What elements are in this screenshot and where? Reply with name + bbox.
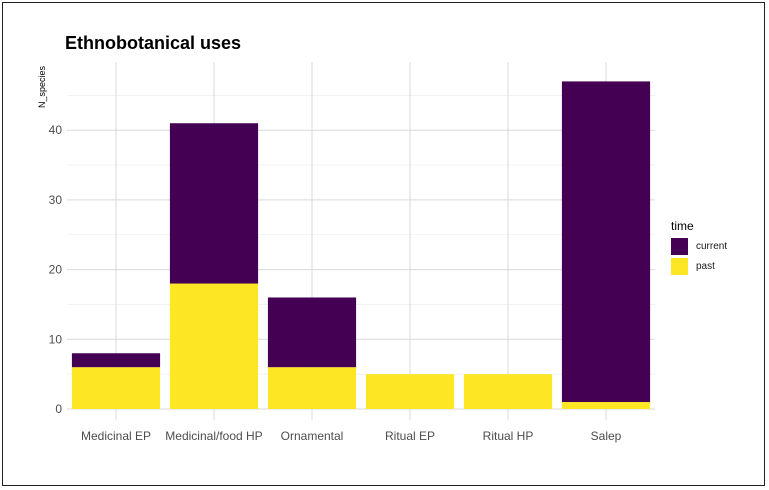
bar-past-3 <box>267 367 357 409</box>
bar-past-5 <box>463 374 553 409</box>
x-tick-label: Ritual EP <box>385 429 435 443</box>
legend-swatch-current <box>671 238 688 255</box>
x-tick-label: Salep <box>591 429 622 443</box>
legend-title: time <box>671 219 694 233</box>
x-tick-label: Medicinal EP <box>81 429 151 443</box>
bar-past-1 <box>71 367 161 409</box>
bar-past-6 <box>561 402 651 409</box>
minor-gridlines <box>67 95 655 375</box>
legend-label-current: current <box>696 241 728 252</box>
bar-current-1 <box>71 353 161 368</box>
x-tick-label: Ornamental <box>281 429 344 443</box>
bars <box>71 81 651 409</box>
legend-swatch-past <box>671 258 688 275</box>
bar-current-3 <box>267 297 357 368</box>
bar-past-4 <box>365 374 455 409</box>
y-tick-label: 10 <box>49 332 63 346</box>
y-tick-label: 0 <box>55 402 62 416</box>
legend: time current past <box>671 219 727 277</box>
bar-current-6 <box>561 81 651 403</box>
x-tick-label: Ritual HP <box>483 429 534 443</box>
y-tick-labels: 0 10 20 30 40 <box>49 123 63 416</box>
legend-item-past: past <box>671 257 727 276</box>
legend-label-past: past <box>696 261 715 272</box>
chart-title: Ethnobotanical uses <box>65 33 242 53</box>
y-tick-label: 40 <box>49 123 63 137</box>
x-tick-labels: Medicinal EP Medicinal/food HP Ornamental R… <box>81 429 622 443</box>
bar-current-2 <box>169 123 259 284</box>
bar-past-2 <box>169 283 259 409</box>
legend-item-current: current <box>671 237 727 256</box>
y-axis-title: N_species <box>37 65 47 108</box>
x-tick-label: Medicinal/food HP <box>165 429 262 443</box>
y-tick-label: 30 <box>49 193 63 207</box>
y-tick-label: 20 <box>49 263 63 277</box>
